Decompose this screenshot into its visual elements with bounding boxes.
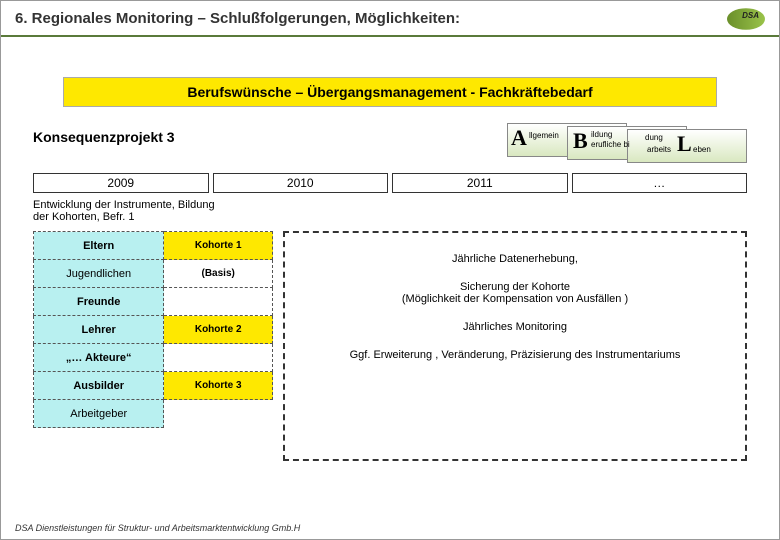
slide-header: 6. Regionales Monitoring – Schlußfolgeru… — [1, 1, 779, 37]
group-label: Lehrer — [34, 316, 164, 344]
cohort-cell: (Basis) — [164, 260, 273, 288]
group-label: „… Akteure“ — [34, 344, 164, 372]
cohort-cell: Kohorte 2 — [164, 316, 273, 344]
group-label: Ausbilder — [34, 372, 164, 400]
abl-letter-l: L — [677, 131, 692, 157]
abl-l-text2: eben — [693, 145, 711, 154]
project-row: Konsequenzprojekt 3 A llgemein B ildung … — [33, 123, 747, 163]
abl-letter-b: B — [573, 128, 588, 154]
project-title: Konsequenzprojekt 3 — [33, 129, 175, 145]
abl-l-text1: arbeits — [647, 145, 671, 154]
dashed-text: Jährliches Monitoring — [293, 321, 737, 333]
group-label: Freunde — [34, 288, 164, 316]
slide-content: Berufswünsche – Übergangsmanagement - Fa… — [1, 37, 779, 461]
development-note: Entwicklung der Instrumente, Bildung der… — [33, 199, 233, 223]
dashed-text: Ggf. Erweiterung , Veränderung, Präzisie… — [293, 349, 737, 361]
lower-row: ElternKohorte 1Jugendlichen(Basis)Freund… — [33, 231, 747, 461]
abl-b-text2: erufliche bi — [591, 140, 630, 149]
dashed-text: Sicherung der Kohorte(Möglichkeit der Ko… — [293, 281, 737, 305]
dashed-text: Jährliche Datenerhebung, — [293, 253, 737, 265]
year-cell: 2009 — [33, 173, 209, 193]
logo-text: DSA — [742, 11, 759, 20]
abl-a-text: llgemein — [529, 131, 559, 140]
footer-text: DSA Dienstleistungen für Struktur- und A… — [15, 523, 300, 533]
abl-b-text1: ildung — [591, 130, 612, 139]
group-label: Arbeitgeber — [34, 400, 164, 428]
cohort-cell — [164, 288, 273, 316]
header-title: 6. Regionales Monitoring – Schlußfolgeru… — [15, 10, 460, 27]
abl-letter-a: A — [511, 125, 527, 151]
abl-diagram: A llgemein B ildung erufliche bi L dung … — [507, 123, 747, 163]
yellow-title-bar: Berufswünsche – Übergangsmanagement - Fa… — [63, 77, 717, 107]
groups-table: ElternKohorte 1Jugendlichen(Basis)Freund… — [33, 231, 273, 461]
year-cell: 2010 — [213, 173, 389, 193]
year-row: 2009 2010 2011 … — [33, 173, 747, 193]
group-label: Jugendlichen — [34, 260, 164, 288]
group-label: Eltern — [34, 232, 164, 260]
cohort-cell: Kohorte 3 — [164, 372, 273, 400]
abl-b-text3: dung — [645, 133, 663, 142]
dashed-info-box: Jährliche Datenerhebung, Sicherung der Ko… — [283, 231, 747, 461]
year-cell: 2011 — [392, 173, 568, 193]
cohort-cell — [164, 344, 273, 372]
year-cell: … — [572, 173, 748, 193]
cohort-cell: Kohorte 1 — [164, 232, 273, 260]
